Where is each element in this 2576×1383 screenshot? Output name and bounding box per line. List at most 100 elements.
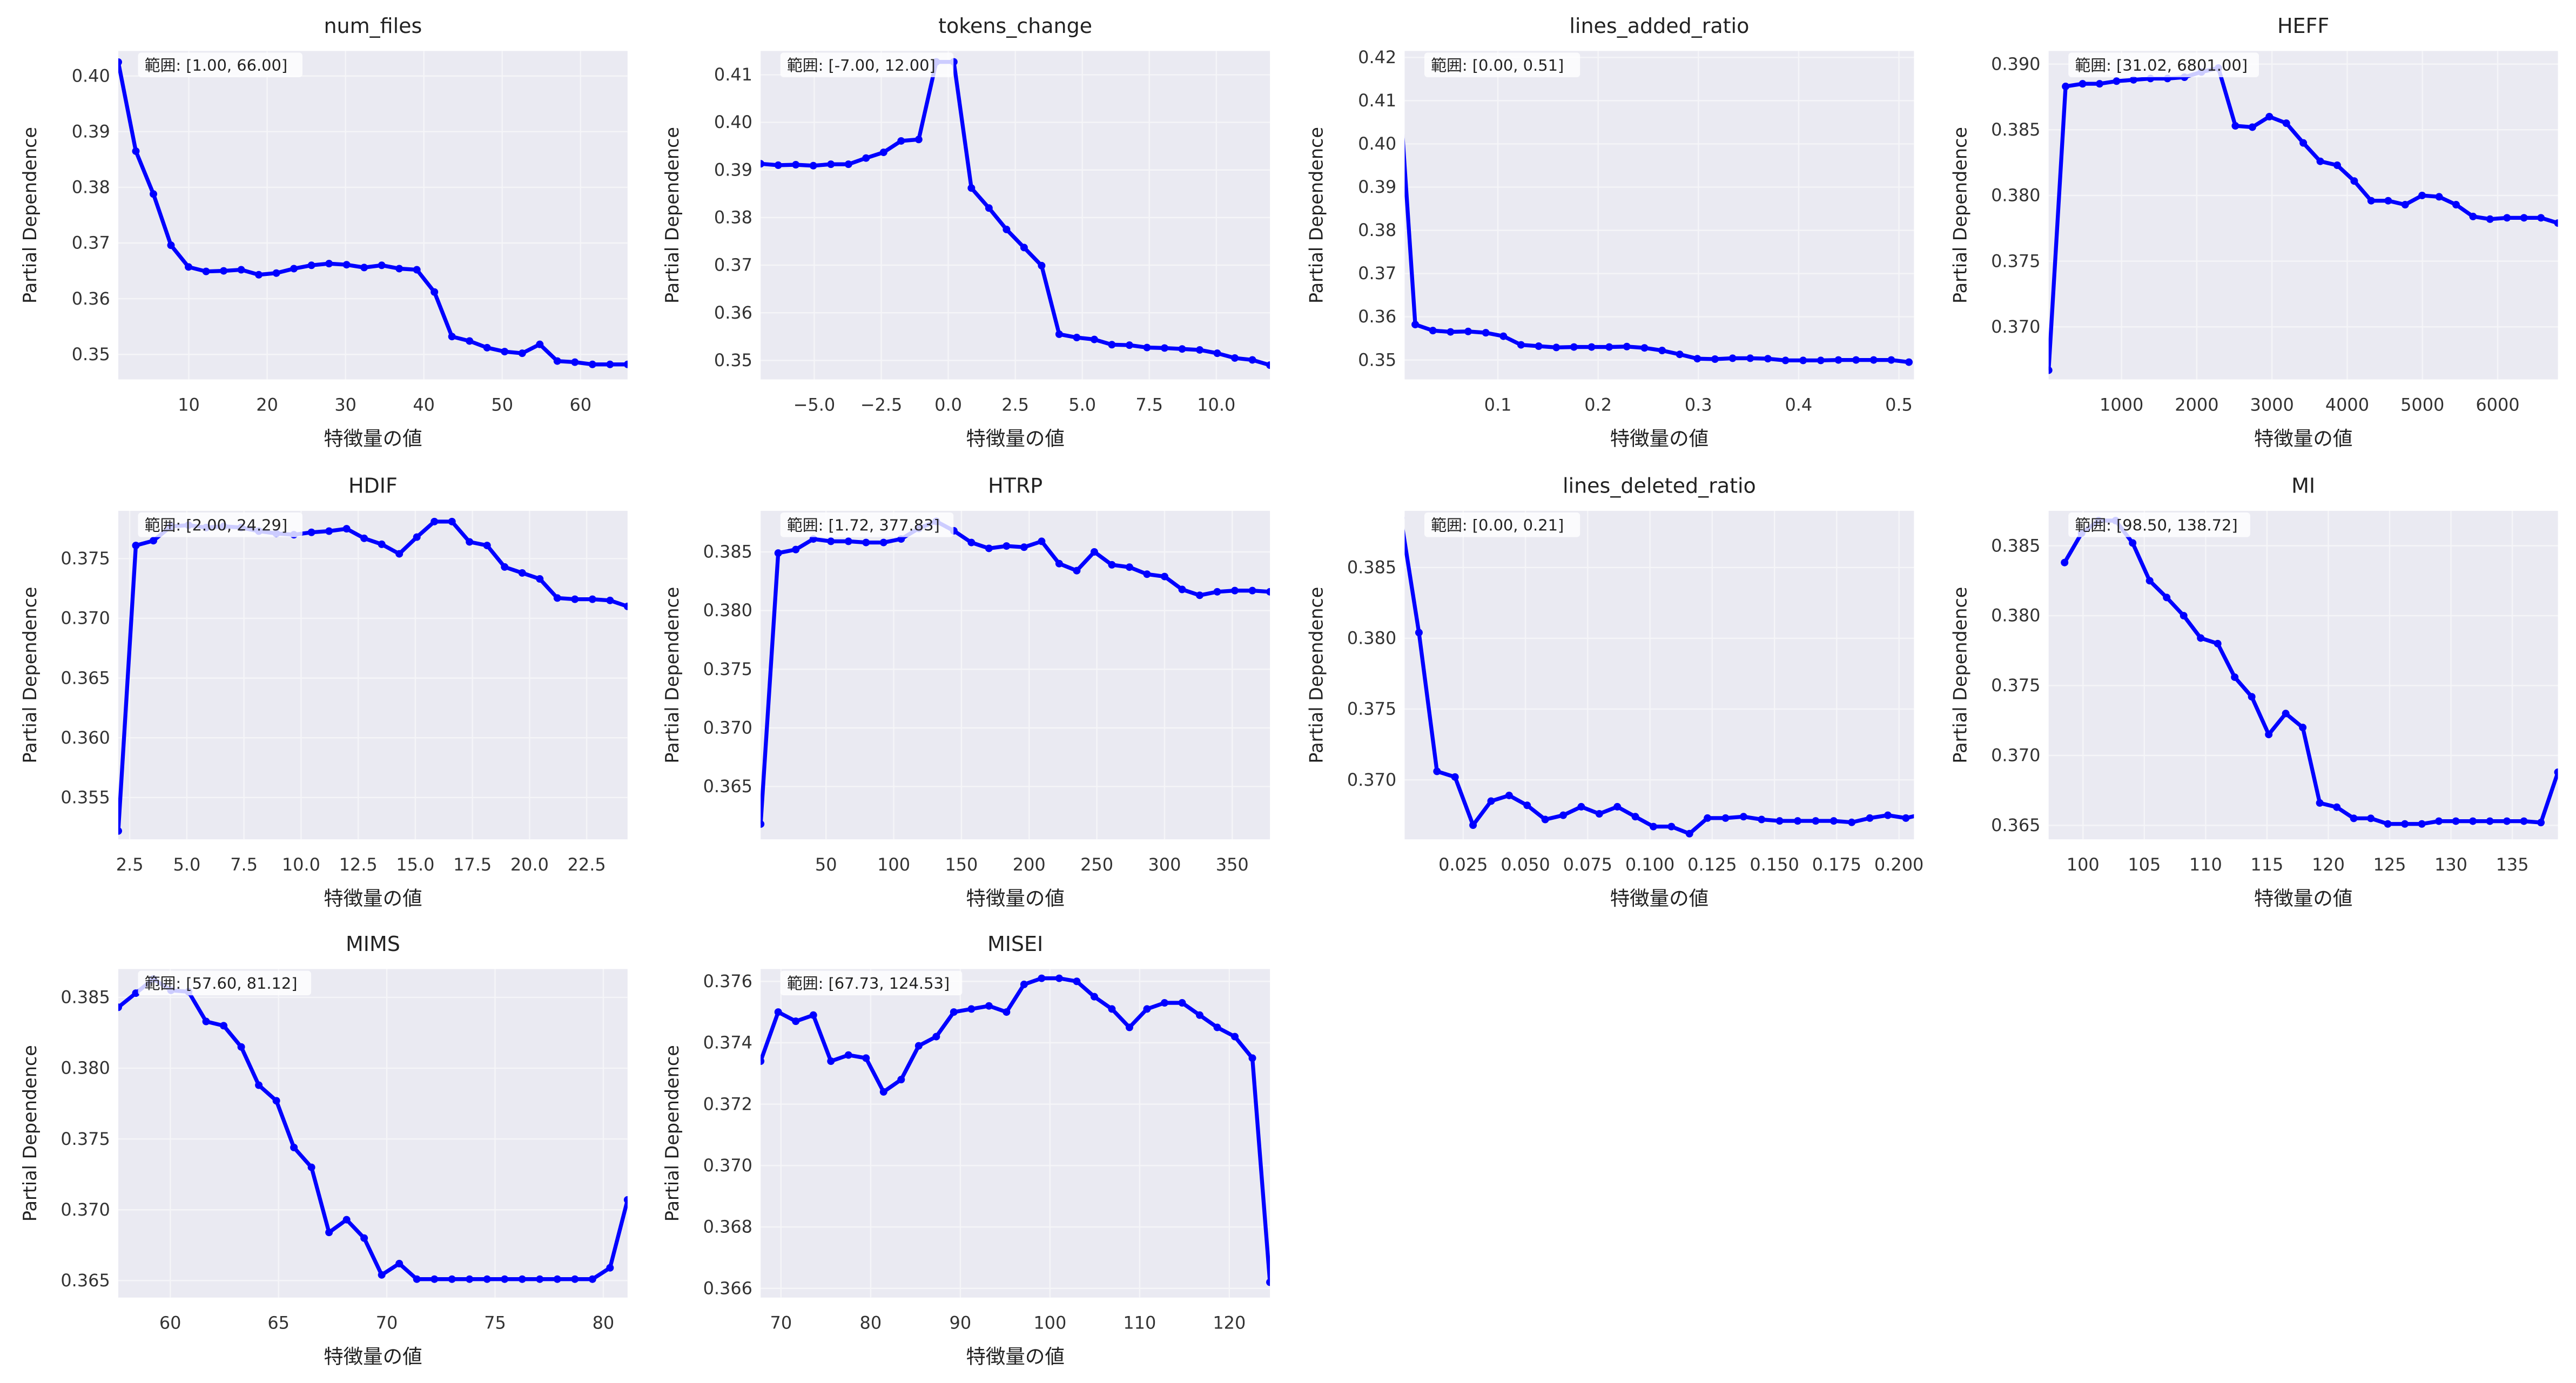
pd-point — [378, 1271, 386, 1279]
x-tick-label: 50 — [491, 394, 513, 415]
pd-point — [483, 343, 491, 352]
pd-point — [932, 1033, 940, 1041]
range-annotation-box — [780, 512, 954, 537]
x-tick-label: 7.5 — [1135, 394, 1163, 415]
pd-point — [862, 154, 870, 162]
pd-point — [2418, 191, 2426, 199]
pd-point — [1746, 354, 1754, 362]
pd-point — [1038, 261, 1046, 269]
series-group — [761, 974, 1270, 1286]
pd-point — [1020, 980, 1028, 988]
axes-background — [118, 510, 628, 840]
axes-background — [118, 969, 628, 1298]
pd-point — [118, 827, 122, 835]
y-tick-label: 0.385 — [1347, 557, 1396, 577]
pd-point — [483, 542, 491, 550]
pd-point — [1487, 797, 1495, 805]
pd-point — [2299, 724, 2307, 732]
y-tick-label: 0.35 — [1358, 349, 1396, 370]
subplot-misei: 70 80 90 100 110 120 0.366 0.368 0.370 0.372 0.374… — [662, 932, 1270, 1368]
x-tick-label: 4000 — [2325, 394, 2369, 415]
x-axis-label: 特徴量の値 — [2254, 427, 2352, 450]
pd-point — [255, 271, 263, 279]
pd-point — [1411, 320, 1420, 328]
subplot-mi: 100 105 110 115 120 125 130 135 0.365 0.370 0.375 0… — [1950, 474, 2558, 910]
x-tick-label: 5000 — [2400, 394, 2444, 415]
x-axis-label: 特徴量の値 — [324, 887, 422, 910]
pd-point — [1415, 629, 1423, 637]
x-tick-label: 130 — [2434, 854, 2467, 875]
x-tick-label: −2.5 — [860, 394, 903, 415]
pd-point — [1848, 818, 1856, 826]
x-tick-label: 7.5 — [230, 854, 258, 875]
pd-point — [1869, 356, 1878, 364]
pd-point — [2113, 77, 2121, 85]
pd-point — [150, 190, 158, 198]
pd-point — [1125, 1023, 1133, 1031]
x-tick-label: 80 — [593, 1313, 615, 1333]
subplot-title: lines_added_ratio — [1569, 14, 1749, 38]
axes-background — [1404, 510, 1914, 840]
pd-point — [237, 1043, 245, 1051]
pd-point — [518, 569, 526, 577]
subplot-title: MISEI — [987, 932, 1043, 956]
y-tick-label: 0.385 — [1991, 535, 2040, 556]
pd-point — [2282, 119, 2290, 127]
pd-point — [342, 525, 351, 533]
pd-point — [1595, 810, 1603, 818]
subplot-mims: 60 65 70 75 80 0.365 0.370 0.375 0.380 0.385 範囲: [… — [19, 932, 628, 1368]
pd-point — [2452, 817, 2460, 825]
pd-point — [1038, 974, 1046, 982]
y-tick-label: 0.41 — [714, 64, 752, 85]
pd-point — [1676, 350, 1684, 359]
pd-point — [1055, 559, 1063, 568]
pd-point — [623, 602, 628, 610]
x-tick-label: 15.0 — [396, 854, 434, 875]
pd-point — [237, 266, 245, 274]
pd-point — [985, 544, 993, 552]
series-group — [761, 517, 1270, 828]
pd-point — [2401, 201, 2409, 209]
subplot-tokens-change: −5.0 −2.5 0.0 2.5 5.0 7.5 10.0 0.35 0.36 0.37 0.38… — [662, 14, 1270, 450]
x-tick-label: 50 — [815, 854, 837, 875]
pd-point — [1090, 548, 1098, 556]
pd-point — [553, 1275, 561, 1283]
pd-point — [1685, 829, 1693, 838]
pd-point — [844, 1051, 852, 1059]
pd-point — [431, 1275, 439, 1283]
y-tick-label: 0.385 — [1991, 119, 2040, 140]
x-axis-label: 特徴量の値 — [324, 427, 422, 450]
y-tick-label: 0.37 — [72, 233, 110, 253]
pd-point — [1073, 334, 1081, 342]
pd-point — [879, 149, 887, 157]
x-tick-label: 0.150 — [1750, 854, 1799, 875]
pd-point — [862, 538, 870, 547]
pd-point — [1469, 821, 1477, 829]
x-tick-label: 5.0 — [1068, 394, 1096, 415]
pd-point — [897, 1076, 905, 1084]
pd-point — [1541, 815, 1549, 824]
pd-point — [1739, 813, 1747, 821]
y-tick-label: 0.370 — [60, 1199, 110, 1220]
pd-point — [571, 358, 579, 366]
axes-background — [118, 51, 628, 380]
pd-point — [844, 537, 852, 545]
pd-point — [518, 1275, 526, 1283]
pd-point — [2079, 80, 2087, 88]
pd-point — [967, 184, 976, 192]
x-tick-label: 120 — [2312, 854, 2345, 875]
pd-point — [1649, 822, 1657, 831]
pd-point — [431, 517, 439, 525]
pd-point — [862, 1054, 870, 1062]
pd-point — [1505, 791, 1513, 799]
pd-point — [448, 517, 456, 525]
pd-point — [2486, 215, 2494, 223]
x-tick-label: 120 — [1213, 1313, 1246, 1333]
y-tick-label: 0.366 — [703, 1278, 752, 1298]
y-tick-label: 0.38 — [1358, 220, 1396, 240]
pd-point — [2265, 731, 2273, 739]
x-tick-label: 17.5 — [453, 854, 492, 875]
pd-point — [1499, 332, 1508, 340]
range-annotation-box — [2068, 52, 2259, 77]
pd-point — [1125, 341, 1133, 349]
